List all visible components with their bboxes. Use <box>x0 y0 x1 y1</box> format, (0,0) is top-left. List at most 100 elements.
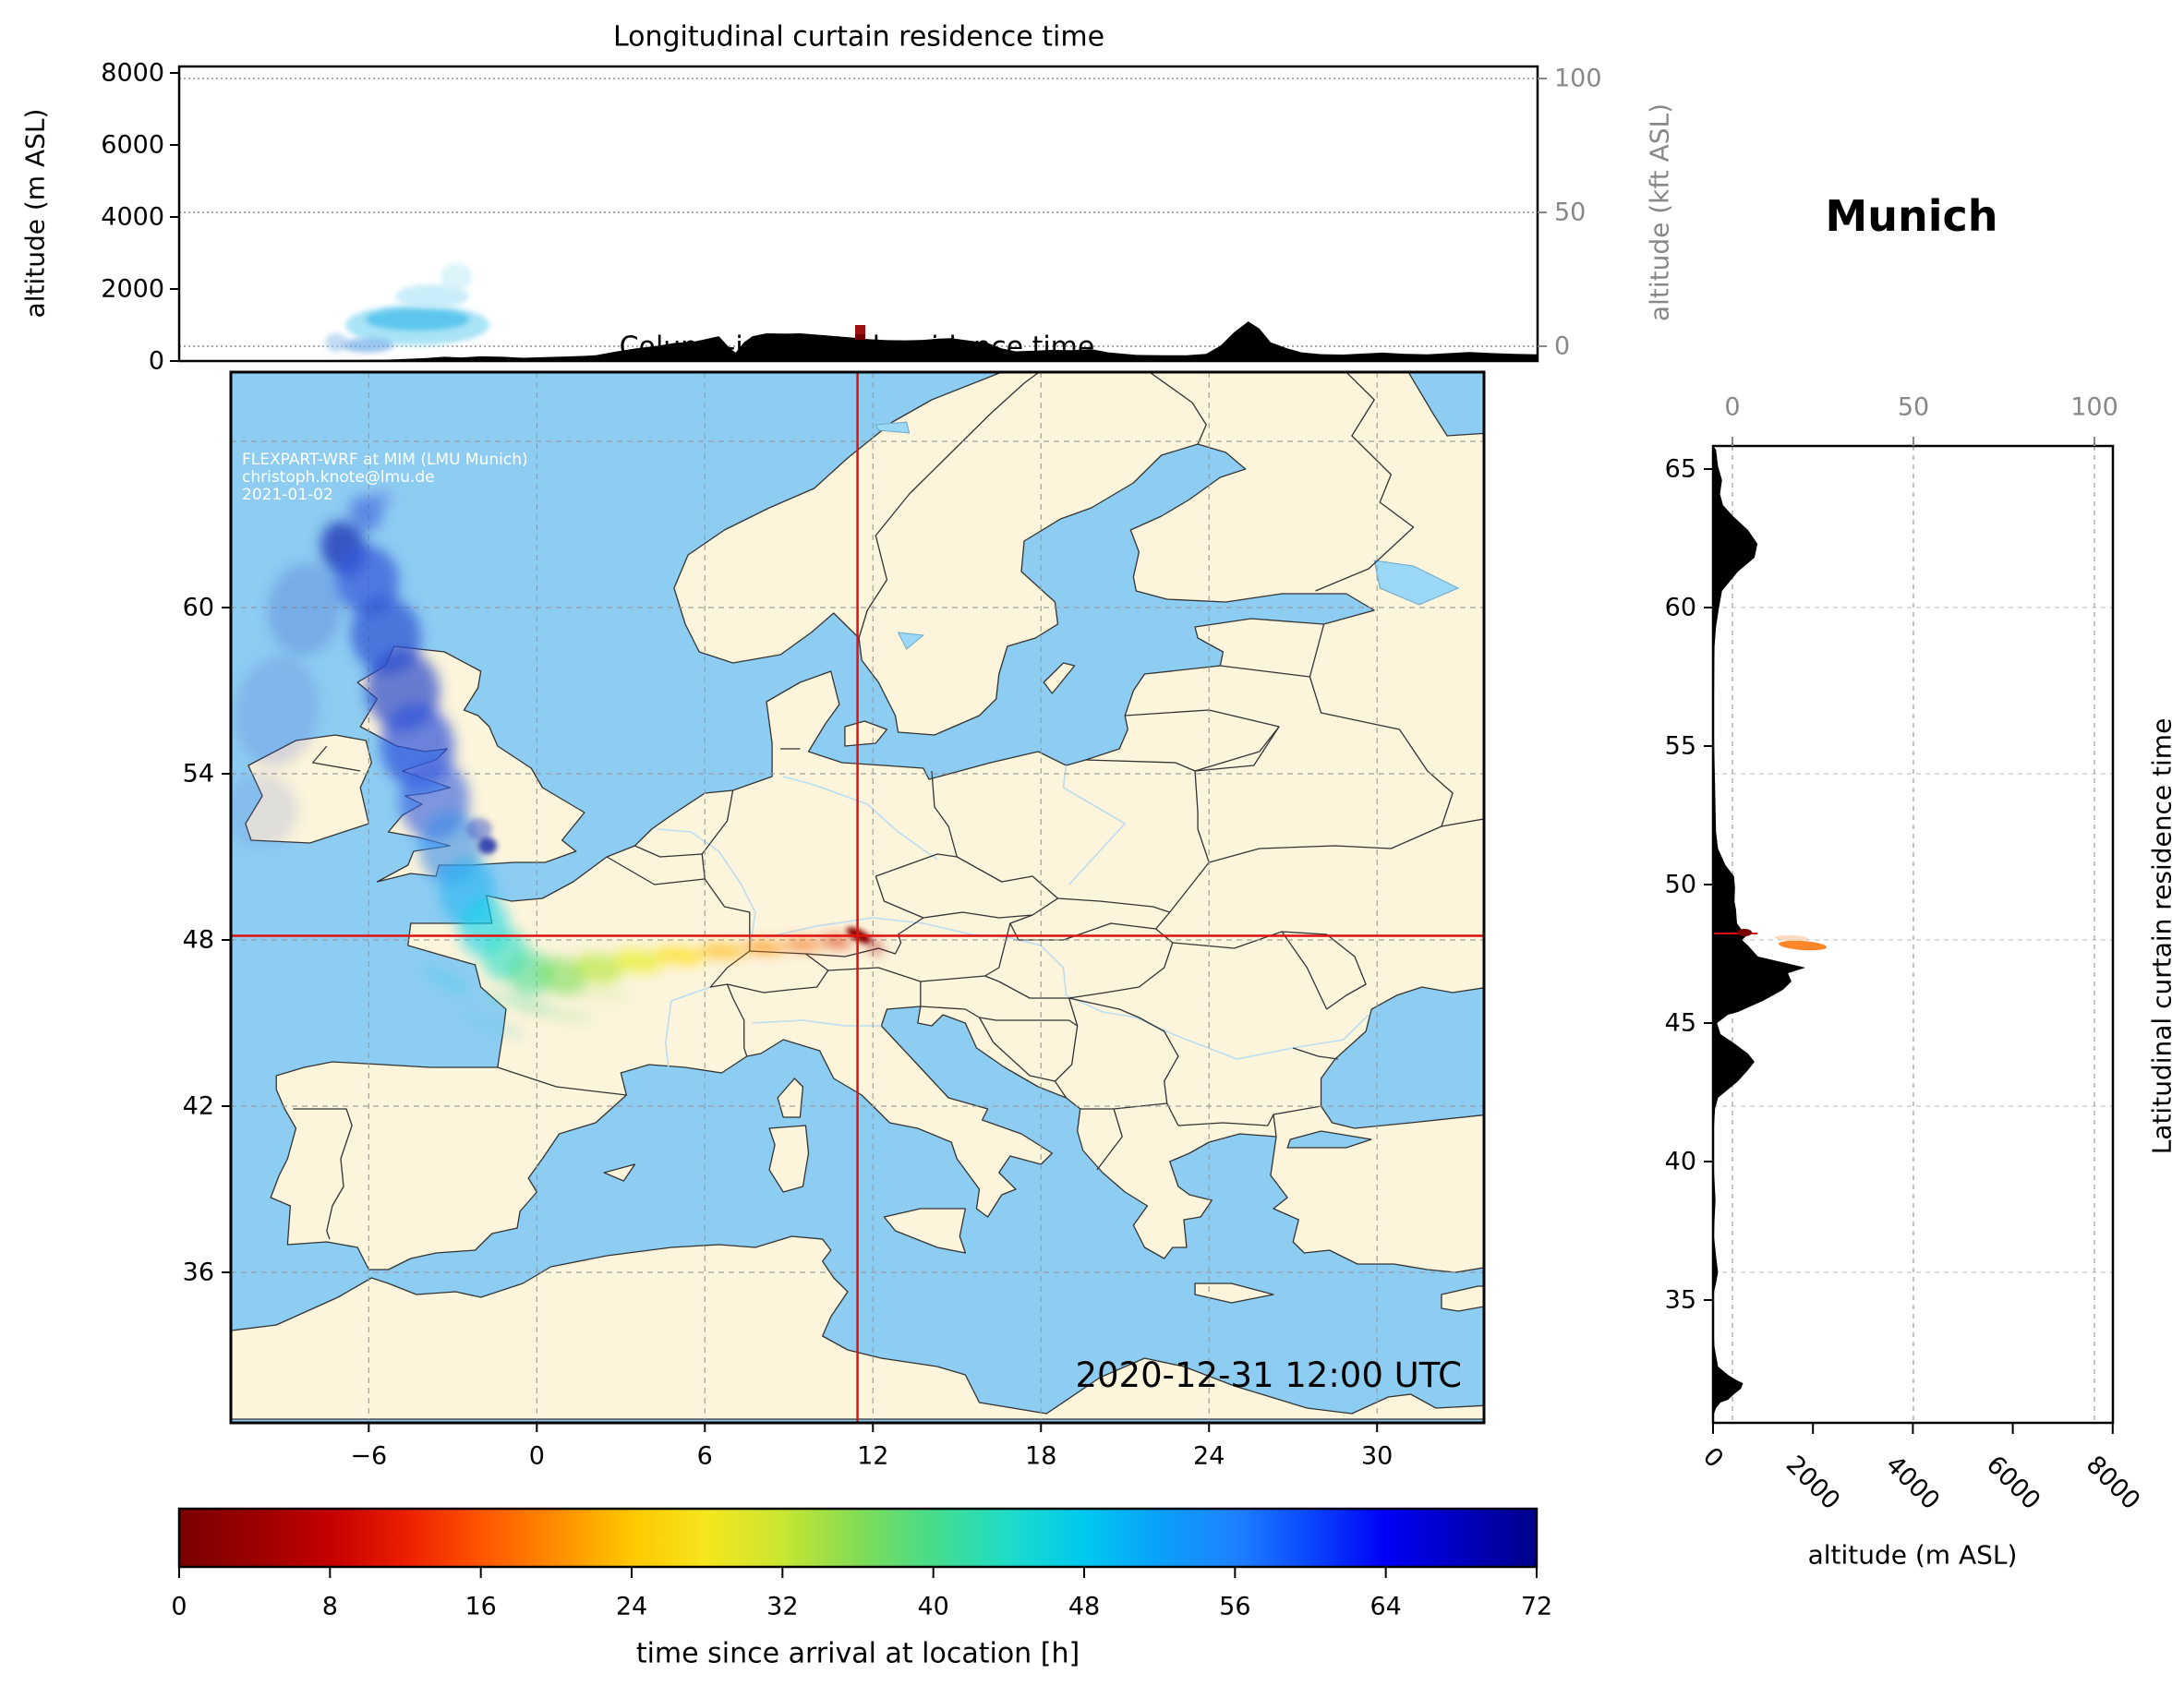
country-border <box>858 372 1041 639</box>
map-lat-label: 42 <box>182 1091 214 1121</box>
curtain-plume <box>325 333 347 352</box>
country-border <box>1009 911 1171 941</box>
watermark-line-2: christoph.knote@lmu.de <box>242 468 435 487</box>
terrain-profile-longitudinal <box>179 321 1538 361</box>
country-border <box>497 1066 627 1096</box>
colorbar-tick-label: 0 <box>171 1592 187 1621</box>
top-ytick-label: 2000 <box>101 274 164 304</box>
country-border <box>634 845 706 880</box>
curtain-plume <box>395 284 469 308</box>
river <box>766 917 1370 1060</box>
country-border <box>293 1108 353 1240</box>
landmass <box>1194 1283 1274 1304</box>
right-kft-label: 0 <box>1724 392 1741 422</box>
map-lat-label: 36 <box>182 1258 214 1287</box>
top-kft-label: 50 <box>1554 198 1587 227</box>
country-border <box>1057 861 1210 913</box>
colorbar-label: time since arrival at location [h] <box>635 1637 1080 1670</box>
sea <box>1407 372 1484 437</box>
colorbar-tick-label: 56 <box>1219 1592 1251 1621</box>
country-border <box>1220 623 1325 678</box>
landmass <box>231 1235 1484 1420</box>
curtain-plume <box>342 338 393 353</box>
sea <box>1286 1130 1372 1149</box>
country-border <box>1194 726 1280 772</box>
landmass <box>768 1125 810 1193</box>
top-panel-ylabel: altitude (m ASL) <box>19 108 51 319</box>
map-lat-label: 48 <box>182 925 214 955</box>
right-lat-label: 35 <box>1664 1285 1696 1315</box>
river <box>752 1019 882 1027</box>
country-border <box>606 856 751 951</box>
top-ytick-label: 6000 <box>101 130 164 160</box>
watermark: FLEXPART-WRF at MIM (LMU Munich) christo… <box>242 452 528 504</box>
colorbar-tick-label: 32 <box>766 1592 799 1621</box>
map-lon-label: 12 <box>857 1441 889 1471</box>
colorbar-tick-label: 8 <box>321 1592 338 1621</box>
right-lat-label: 60 <box>1664 593 1696 622</box>
curtain-plume <box>366 308 469 331</box>
country-border <box>875 853 1059 919</box>
lake <box>875 421 911 434</box>
colorbar-tick-label: 16 <box>465 1592 497 1621</box>
country-border <box>1282 931 1367 1010</box>
lake <box>897 632 925 650</box>
country-border <box>984 914 1033 977</box>
country-border <box>1209 818 1484 863</box>
landmass <box>1441 1285 1484 1312</box>
map-lon-label: 0 <box>528 1441 545 1471</box>
country-border <box>1125 709 1280 772</box>
country-border <box>1054 1025 1079 1099</box>
map-lat-label: 60 <box>182 593 214 622</box>
country-border <box>1080 1108 1123 1171</box>
map-timestamp: 2020-12-31 12:00 UTC <box>1075 1355 1462 1395</box>
country-border <box>1068 942 1174 999</box>
lake <box>1373 560 1460 606</box>
right-lat-label: 55 <box>1664 731 1696 761</box>
right-lat-label: 50 <box>1664 870 1696 899</box>
map-lon-label: 6 <box>696 1441 713 1471</box>
country-border <box>984 975 1069 999</box>
country-border <box>1315 372 1415 592</box>
right-lat-label: 40 <box>1664 1147 1696 1176</box>
top-panel-frame <box>177 65 1539 363</box>
watermark-line-1: FLEXPART-WRF at MIM (LMU Munich) <box>242 451 528 469</box>
map-frame <box>229 370 1486 1425</box>
right-panel-xlabel: altitude (m ASL) <box>1807 1539 2018 1571</box>
curtain-plume <box>440 263 472 291</box>
country-border <box>1293 1047 1338 1060</box>
map-lon-label: 18 <box>1025 1441 1057 1471</box>
munich-residence-cells <box>855 325 865 340</box>
country-border <box>701 789 734 855</box>
right-kft-label: 50 <box>1897 392 1930 422</box>
map-lon-label: 24 <box>1193 1441 1225 1471</box>
country-border <box>805 917 924 957</box>
country-border <box>1085 759 1210 863</box>
country-border <box>1281 931 1328 1010</box>
top-panel <box>179 66 1538 361</box>
watermark-line-3: 2021-01-02 <box>242 486 333 504</box>
trajectory-plume <box>231 489 881 1038</box>
map-lon-label: 30 <box>1361 1441 1394 1471</box>
top-ytick-label: 0 <box>148 346 164 376</box>
top-panel-right-ylabel: altitude (kft ASL) <box>1644 102 1675 322</box>
country-border <box>827 967 985 982</box>
river <box>665 986 711 1068</box>
country-border <box>709 950 751 1057</box>
country-border <box>920 997 1079 1027</box>
colorbar-tick-label: 64 <box>1370 1592 1402 1621</box>
colorbar-tick-label: 40 <box>917 1592 949 1621</box>
country-border <box>1177 1105 1321 1126</box>
landmass <box>844 720 888 747</box>
country-border <box>1068 997 1179 1126</box>
right-lat-label: 65 <box>1664 454 1696 484</box>
map-panel <box>231 372 1484 1423</box>
right-panel <box>1713 446 2113 1423</box>
country-border <box>931 770 958 858</box>
top-ytick-label: 4000 <box>101 202 164 232</box>
landmass <box>777 1078 804 1118</box>
colorbar-tick-label: 24 <box>615 1592 648 1621</box>
country-border <box>1273 1114 1277 1138</box>
